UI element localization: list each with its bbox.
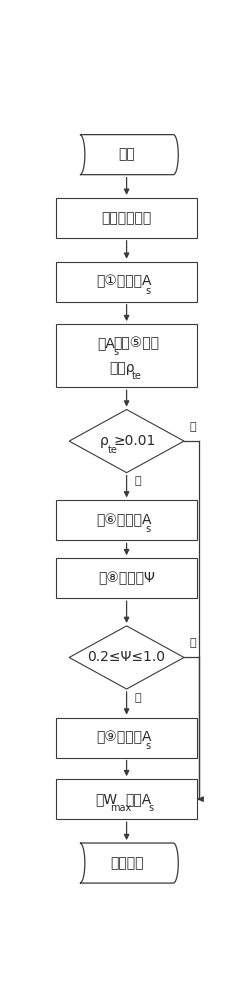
Text: 按①式计算A: 按①式计算A [96, 275, 152, 289]
Bar [56, 262, 197, 302]
Text: te: te [108, 445, 118, 455]
Text: 计算完成: 计算完成 [110, 856, 143, 870]
Text: 按⑨式计算A: 按⑨式计算A [96, 731, 152, 745]
Text: 按⑥式计算A: 按⑥式计算A [96, 513, 152, 527]
Text: 得到ρ: 得到ρ [109, 361, 135, 375]
Text: 按W: 按W [95, 792, 117, 806]
Text: 开始: 开始 [118, 148, 135, 162]
Text: 否: 否 [134, 693, 141, 703]
Text: ρ: ρ [100, 434, 109, 448]
Text: te: te [132, 371, 142, 381]
Text: 0.2≤Ψ≤1.0: 0.2≤Ψ≤1.0 [88, 650, 165, 664]
Text: 确定计算参数: 确定计算参数 [102, 211, 152, 225]
Text: s: s [145, 741, 150, 751]
Text: s: s [145, 286, 150, 296]
Text: 按⑧式计算Ψ: 按⑧式计算Ψ [98, 571, 155, 585]
Bar [56, 779, 197, 819]
Polygon shape [80, 135, 178, 175]
Text: 代入⑤式，: 代入⑤式， [113, 337, 159, 351]
Text: 计算A: 计算A [125, 792, 152, 806]
Bar [56, 198, 197, 238]
Text: 是: 是 [190, 422, 196, 432]
Bar [56, 718, 197, 758]
Bar [56, 558, 197, 598]
Bar [56, 500, 197, 540]
Text: 是: 是 [190, 638, 196, 648]
Polygon shape [80, 843, 178, 883]
Text: 将A: 将A [98, 337, 116, 351]
Text: s: s [145, 524, 150, 534]
Text: ≥0.01: ≥0.01 [114, 434, 156, 448]
Bar [56, 324, 197, 387]
Text: 否: 否 [134, 477, 141, 487]
Text: s: s [149, 803, 154, 813]
Polygon shape [69, 410, 184, 473]
Text: max: max [110, 803, 131, 813]
Polygon shape [69, 626, 184, 689]
Text: s: s [114, 347, 119, 357]
